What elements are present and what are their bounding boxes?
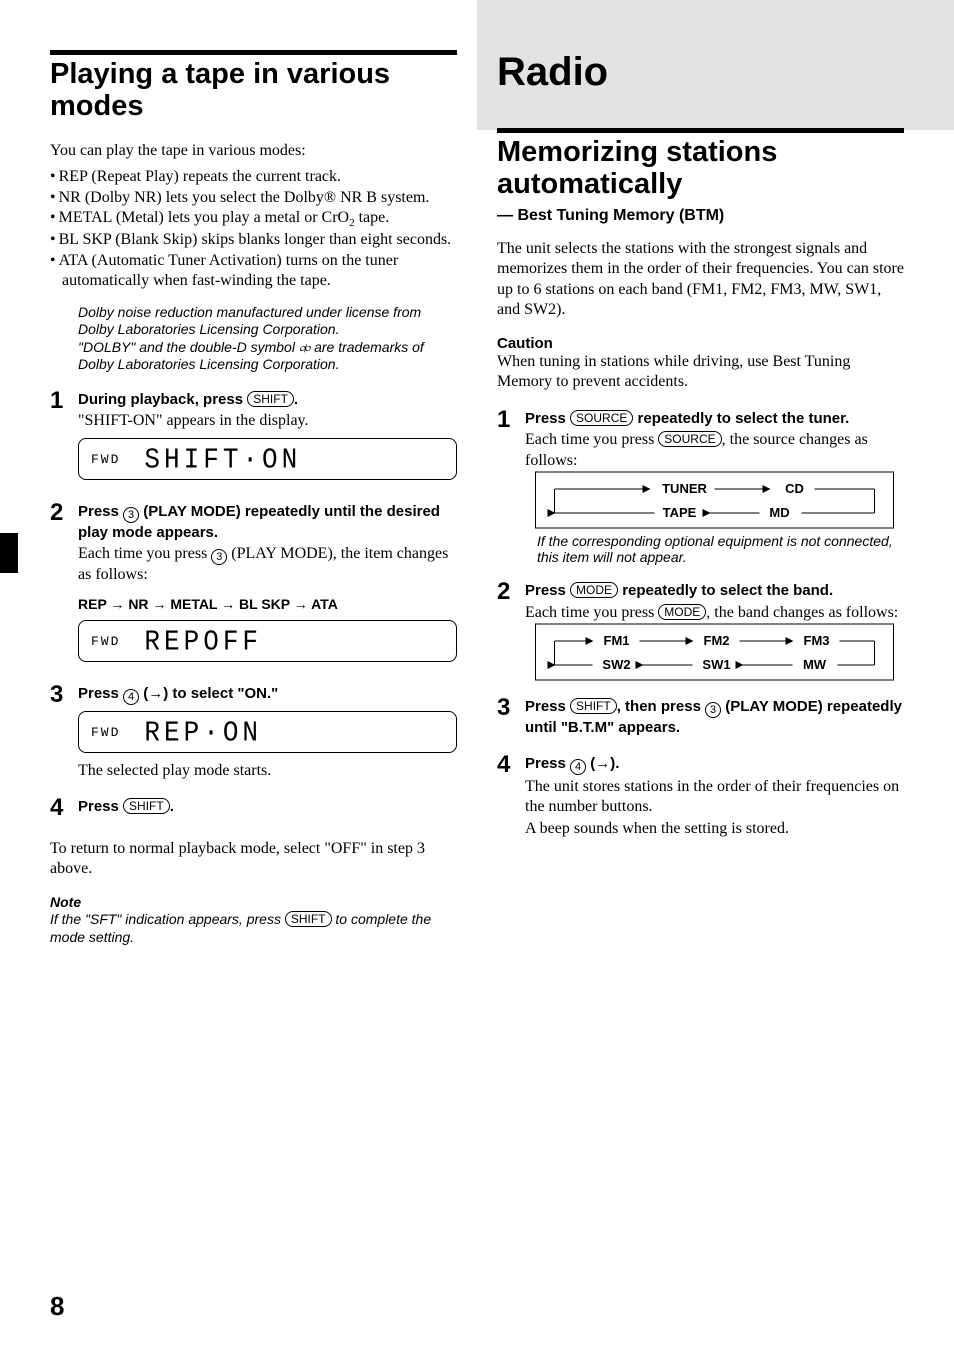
- step-detail: The unit stores stations in the order of…: [525, 777, 904, 818]
- step-detail: Each time you press MODE, the band chang…: [525, 603, 904, 623]
- flow-label: MD: [769, 505, 789, 520]
- lcd-text: REP·ON: [144, 716, 262, 749]
- button-3-label: 3: [705, 702, 721, 718]
- flow-label: TUNER: [662, 481, 707, 496]
- step-instruction: Press MODE repeatedly to select the band…: [525, 581, 904, 601]
- step-number: 4: [50, 797, 70, 819]
- source-flow-diagram: TUNER CD MD TAPE: [525, 471, 904, 529]
- post-steps-text: To return to normal playback mode, selec…: [50, 839, 457, 880]
- mode-list: REP (Repeat Play) repeats the current tr…: [50, 167, 457, 292]
- step-instruction: During playback, press SHIFT.: [78, 390, 457, 410]
- step-number: 1: [50, 390, 70, 486]
- step-instruction: Press 4 (→).: [525, 754, 904, 775]
- flow-label: FM1: [604, 633, 630, 648]
- source-button-label: SOURCE: [570, 410, 633, 426]
- shift-button-label: SHIFT: [247, 391, 294, 407]
- step-number: 2: [497, 581, 517, 681]
- lcd-indicator: FWD: [91, 634, 120, 649]
- shift-button-label: SHIFT: [285, 911, 332, 927]
- chapter-title: Radio: [497, 50, 904, 94]
- section-tab: [0, 533, 18, 573]
- list-item: BL SKP (Blank Skip) skips blanks longer …: [50, 230, 457, 250]
- page-number: 8: [50, 1291, 64, 1322]
- intro-text: The unit selects the stations with the s…: [497, 239, 904, 321]
- section-subtitle: — Best Tuning Memory (BTM): [497, 207, 904, 225]
- lcd-text: SHIFT·ON: [144, 443, 301, 476]
- list-item: ATA (Automatic Tuner Activation) turns o…: [50, 251, 457, 292]
- step-detail: Each time you press SOURCE, the source c…: [525, 430, 904, 471]
- shift-button-label: SHIFT: [570, 698, 617, 714]
- step-instruction: Press SOURCE repeatedly to select the tu…: [525, 409, 904, 429]
- lcd-indicator: FWD: [91, 452, 120, 467]
- lcd-indicator: FWD: [91, 725, 120, 740]
- lcd-display: FWD REP·ON: [78, 711, 457, 753]
- flow-label: TAPE: [663, 505, 697, 520]
- step-detail: The selected play mode starts.: [78, 761, 457, 781]
- step-2: 2 Press 3 (PLAY MODE) repeatedly until t…: [50, 502, 457, 668]
- mode-cycle: REP → NR → METAL → BL SKP → ATA: [78, 596, 457, 612]
- left-column: Playing a tape in various modes You can …: [50, 50, 457, 1270]
- lcd-display: FWD SHIFT·ON: [78, 438, 457, 480]
- shift-button-label: SHIFT: [123, 798, 170, 814]
- note-text: If the "SFT" indication appears, press S…: [50, 910, 457, 946]
- step-instruction: Press SHIFT, then press 3 (PLAY MODE) re…: [525, 697, 904, 738]
- step-4: 4 Press 4 (→). The unit stores stations …: [497, 754, 904, 840]
- step-note: If the corresponding optional equipment …: [537, 533, 904, 565]
- step-3: 3 Press SHIFT, then press 3 (PLAY MODE) …: [497, 697, 904, 738]
- flow-label: SW1: [702, 657, 730, 672]
- flow-label: SW2: [602, 657, 630, 672]
- button-3-label: 3: [211, 549, 227, 565]
- trademark-text: Dolby noise reduction manufactured under…: [78, 304, 457, 374]
- section-title: Playing a tape in various modes: [50, 59, 457, 123]
- source-button-label: SOURCE: [658, 431, 721, 447]
- button-3-label: 3: [123, 507, 139, 523]
- step-number: 4: [497, 754, 517, 840]
- intro-text: You can play the tape in various modes:: [50, 141, 457, 161]
- lcd-text: REPOFF: [144, 625, 262, 658]
- step-instruction: Press 4 (→) to select "ON.": [78, 684, 457, 705]
- right-column: Radio Memorizing stations automatically …: [497, 50, 904, 1270]
- rule: [497, 128, 904, 133]
- flow-label: CD: [785, 481, 804, 496]
- section-title: Memorizing stations automatically: [497, 137, 904, 201]
- mode-button-label: MODE: [570, 582, 618, 598]
- step-detail: A beep sounds when the setting is stored…: [525, 819, 904, 839]
- step-number: 2: [50, 502, 70, 668]
- step-instruction: Press 3 (PLAY MODE) repeatedly until the…: [78, 502, 457, 543]
- caution-heading: Caution: [497, 335, 904, 352]
- note-heading: Note: [50, 894, 457, 910]
- step-2: 2 Press MODE repeatedly to select the ba…: [497, 581, 904, 681]
- lcd-display: FWD REPOFF: [78, 620, 457, 662]
- button-4-label: 4: [123, 689, 139, 705]
- button-4-label: 4: [570, 759, 586, 775]
- step-4: 4 Press SHIFT.: [50, 797, 457, 819]
- flow-label: FM3: [804, 633, 830, 648]
- step-3: 3 Press 4 (→) to select "ON." FWD REP·ON…: [50, 684, 457, 781]
- step-detail: Each time you press 3 (PLAY MODE), the i…: [78, 544, 457, 585]
- page-content: Playing a tape in various modes You can …: [50, 50, 904, 1270]
- step-number: 1: [497, 409, 517, 565]
- caution-text: When tuning in stations while driving, u…: [497, 352, 904, 393]
- list-item: METAL (Metal) lets you play a metal or C…: [50, 208, 457, 230]
- step-number: 3: [497, 697, 517, 738]
- list-item: NR (Dolby NR) lets you select the Dolby®…: [50, 188, 457, 208]
- mode-button-label: MODE: [658, 604, 706, 620]
- rule: [50, 50, 457, 55]
- band-flow-diagram: FM1 FM2 FM3 MW SW1 SW2: [525, 623, 904, 681]
- step-number: 3: [50, 684, 70, 781]
- list-item: REP (Repeat Play) repeats the current tr…: [50, 167, 457, 187]
- step-1: 1 Press SOURCE repeatedly to select the …: [497, 409, 904, 565]
- flow-label: MW: [803, 657, 827, 672]
- step-detail: "SHIFT-ON" appears in the display.: [78, 411, 457, 431]
- flow-label: FM2: [704, 633, 730, 648]
- step-instruction: Press SHIFT.: [78, 797, 457, 817]
- step-1: 1 During playback, press SHIFT. "SHIFT-O…: [50, 390, 457, 486]
